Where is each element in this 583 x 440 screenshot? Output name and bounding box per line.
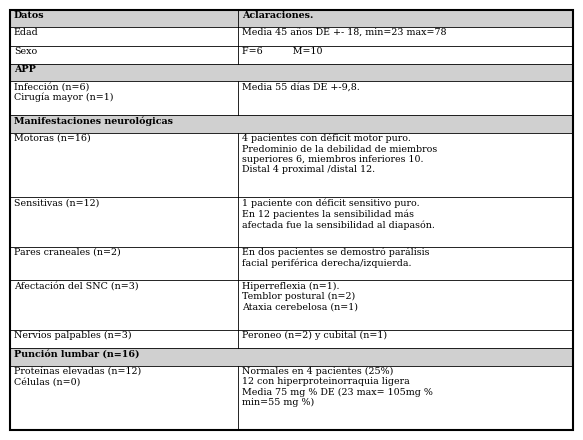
Text: Peroneo (n=2) y cubital (n=1): Peroneo (n=2) y cubital (n=1)	[241, 331, 387, 340]
Text: APP: APP	[14, 65, 36, 74]
Text: Normales en 4 pacientes (25%)
12 con hiperproteinorraquia ligera
Media 75 mg % D: Normales en 4 pacientes (25%) 12 con hip…	[241, 367, 433, 407]
Bar	[10, 27, 573, 45]
Text: Nervios palpables (n=3): Nervios palpables (n=3)	[14, 331, 132, 340]
Bar	[10, 246, 573, 280]
Text: Hiperreflexia (n=1).
Temblor postural (n=2)
Ataxia cerebelosa (n=1): Hiperreflexia (n=1). Temblor postural (n…	[241, 282, 357, 312]
Text: 4 pacientes con déficit motor puro.
Predominio de la debilidad de miembros
super: 4 pacientes con déficit motor puro. Pred…	[241, 134, 437, 174]
Bar	[10, 366, 573, 430]
Text: Motoras (n=16): Motoras (n=16)	[14, 134, 91, 143]
Text: Punción lumbar (n=16): Punción lumbar (n=16)	[14, 349, 139, 359]
Bar	[10, 280, 573, 330]
Bar	[10, 132, 573, 197]
Text: Afectación del SNC (n=3): Afectación del SNC (n=3)	[14, 282, 139, 290]
Text: Sexo: Sexo	[14, 47, 37, 55]
Text: Manifestaciones neurológicas: Manifestaciones neurológicas	[14, 117, 173, 126]
Bar	[10, 197, 573, 246]
Bar	[10, 64, 573, 81]
Text: Pares craneales (n=2): Pares craneales (n=2)	[14, 248, 121, 257]
Text: En dos pacientes se demostró parálisis
facial periférica derecha/izquierda.: En dos pacientes se demostró parálisis f…	[241, 248, 429, 268]
Text: 1 paciente con déficit sensitivo puro.
En 12 pacientes la sensibilidad más
afect: 1 paciente con déficit sensitivo puro. E…	[241, 198, 434, 230]
Bar	[10, 81, 573, 115]
Bar	[10, 10, 573, 27]
Bar	[10, 45, 573, 64]
Text: Infección (n=6)
Cirugía mayor (n=1): Infección (n=6) Cirugía mayor (n=1)	[14, 82, 114, 103]
Text: Media 55 días DE +-9,8.: Media 55 días DE +-9,8.	[241, 82, 359, 92]
Text: Media 45 años DE +- 18, min=23 max=78: Media 45 años DE +- 18, min=23 max=78	[241, 28, 446, 37]
Text: Edad: Edad	[14, 28, 38, 37]
Bar	[10, 115, 573, 132]
Text: Aclaraciones.: Aclaraciones.	[241, 11, 313, 20]
Bar	[10, 348, 573, 366]
Text: F=6          M=10: F=6 M=10	[241, 47, 322, 55]
Text: Datos: Datos	[14, 11, 45, 20]
Text: Sensitivas (n=12): Sensitivas (n=12)	[14, 198, 99, 207]
Bar	[10, 330, 573, 348]
Text: Proteínas elevadas (n=12)
Células (n=0): Proteínas elevadas (n=12) Células (n=0)	[14, 367, 141, 386]
